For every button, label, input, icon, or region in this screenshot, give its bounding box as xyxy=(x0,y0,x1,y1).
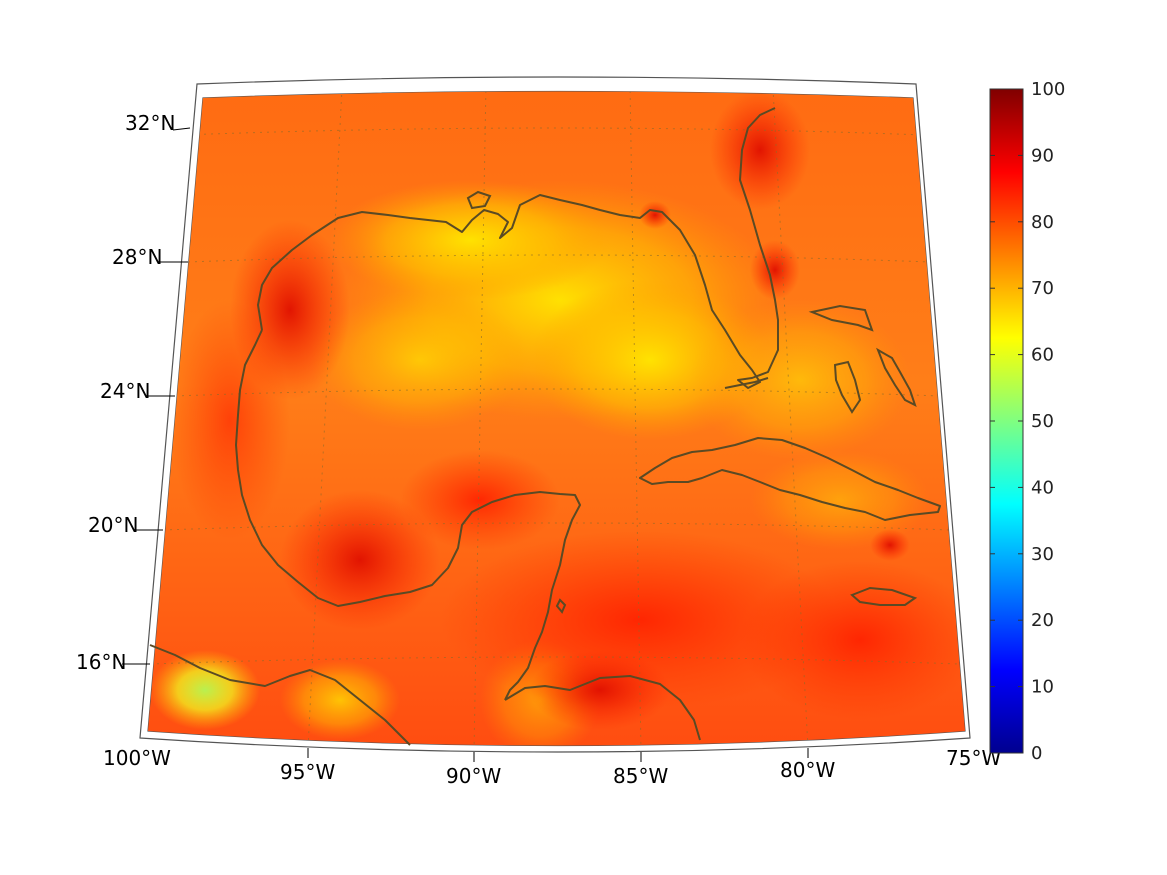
cozumel-island xyxy=(555,598,567,614)
mississippi-delta xyxy=(466,190,492,210)
colorbar-tick-label: 20 xyxy=(1031,610,1054,631)
lat-label-16: 16°N xyxy=(76,650,126,674)
colorbar-tick-label: 30 xyxy=(1031,544,1054,565)
cuba-coastline xyxy=(639,437,941,521)
lon-label-85: 85°W xyxy=(613,764,668,788)
pacific-coastline xyxy=(149,644,411,746)
colorbar-tick-label: 60 xyxy=(1031,345,1054,366)
bahamas-abaco xyxy=(808,304,874,332)
lat-label-28: 28°N xyxy=(112,245,162,269)
colorbar-tick-label: 100 xyxy=(1031,79,1065,100)
colorbar-ticks: 0 10 20 30 40 50 60 70 80 90 100 xyxy=(990,79,1065,764)
lon-label-100: 100°W xyxy=(103,746,171,770)
colorbar-tick-label: 80 xyxy=(1031,212,1054,233)
mexico-gulf-coastline xyxy=(235,329,581,701)
lon-label-90: 90°W xyxy=(446,764,501,788)
data-field xyxy=(148,91,965,746)
coastlines xyxy=(149,107,941,746)
colorbar-tick-label: 40 xyxy=(1031,477,1054,498)
colorbar: 0 10 20 30 40 50 60 70 80 90 100 xyxy=(989,79,1065,764)
central-america-coastline xyxy=(504,675,701,741)
lat-label-20: 20°N xyxy=(88,513,138,537)
lon-axis: 100°W 95°W 90°W 85°W 80°W 75°W xyxy=(103,746,1001,788)
lat-label-32: 32°N xyxy=(125,111,175,135)
graticule xyxy=(149,91,961,746)
florida-keys xyxy=(724,377,769,389)
lon-label-80: 80°W xyxy=(780,758,835,782)
lon-label-95: 95°W xyxy=(280,760,335,784)
us-gulf-coastline xyxy=(257,107,779,389)
colorbar-tick-label: 90 xyxy=(1031,145,1054,166)
colorbar-tick-label: 50 xyxy=(1031,411,1054,432)
colorbar-tick-label: 10 xyxy=(1031,677,1054,698)
colorbar-gradient xyxy=(989,88,1024,754)
bahamas-eleuthera xyxy=(876,347,917,407)
jamaica-coastline xyxy=(850,586,918,606)
colorbar-tick-label: 70 xyxy=(1031,278,1054,299)
lat-axis: 32°N 28°N 24°N 20°N 16°N xyxy=(76,111,191,674)
map-frame xyxy=(139,76,971,753)
lat-label-24: 24°N xyxy=(100,379,150,403)
colorbar-tick-label: 0 xyxy=(1031,743,1042,764)
bahamas-andros xyxy=(833,360,862,414)
